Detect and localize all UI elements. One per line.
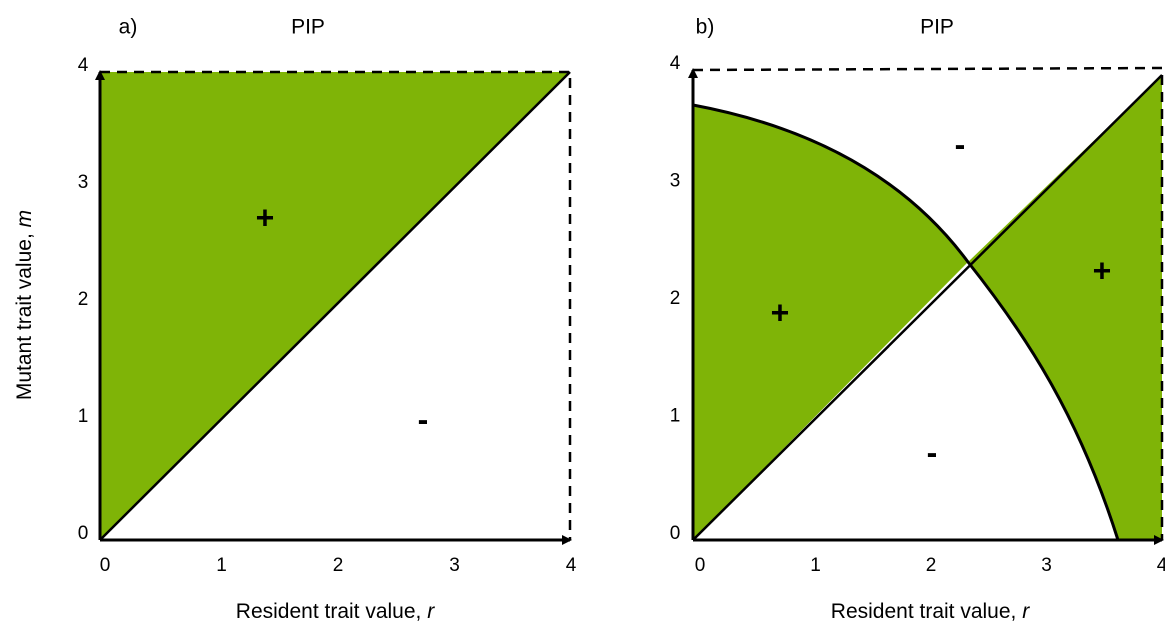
y-tick-label: 0 [78, 523, 89, 544]
diagonal [99, 71, 571, 541]
x-axis-label-text: Resident trait value, [831, 600, 1022, 623]
x-tick-label: 1 [810, 555, 821, 576]
y-tick-label: 4 [78, 55, 89, 76]
region-sign: - [418, 401, 429, 437]
y-tick-label: 3 [78, 172, 89, 193]
x-tick-label: 4 [1157, 555, 1165, 576]
panel-title: PIP [920, 16, 954, 39]
x-axis-variable: r [427, 600, 435, 623]
x-tick-label: 1 [216, 555, 227, 576]
y-axis-label-text: Mutant trait value, [13, 227, 36, 400]
panel-title: PIP [291, 16, 325, 39]
y-tick-label: 4 [670, 53, 681, 74]
frame-dashed [100, 70, 572, 540]
x-axis-label: Resident trait value, r [236, 600, 435, 623]
x-tick-label: 2 [926, 555, 937, 576]
x-tick-label: 2 [333, 555, 344, 576]
x-tick-label: 3 [449, 555, 460, 576]
x-axis-label: Resident trait value, r [831, 600, 1030, 623]
region-sign: + [1093, 252, 1112, 288]
y-tick-label: 3 [670, 171, 681, 192]
x-axis-label-text: Resident trait value, [236, 600, 427, 623]
region-positive [968, 75, 1162, 540]
y-tick-label: 2 [670, 288, 681, 309]
region-sign: + [771, 294, 790, 330]
y-tick-label: 1 [670, 406, 681, 427]
boundary-curve [692, 103, 1120, 541]
y-axis-label: Mutant trait value, m [13, 210, 36, 400]
diagonal [692, 74, 1163, 541]
y-tick-label: 0 [670, 523, 681, 544]
x-tick-label: 0 [695, 555, 706, 576]
x-tick-label: 0 [100, 555, 111, 576]
y-axis-variable: m [13, 210, 36, 228]
x-tick-label: 3 [1041, 555, 1052, 576]
x-axis-variable: r [1022, 600, 1030, 623]
x-tick-label: 4 [566, 555, 577, 576]
panel-label: a) [119, 16, 138, 39]
region-positive [693, 105, 968, 540]
y-tick-label: 2 [78, 289, 89, 310]
frame-dashed [692, 66, 1164, 540]
region-sign: - [927, 434, 938, 470]
panel-label: b) [696, 16, 715, 39]
y-tick-label: 1 [78, 406, 89, 427]
region-sign: - [955, 126, 966, 162]
region-sign: + [256, 199, 275, 235]
